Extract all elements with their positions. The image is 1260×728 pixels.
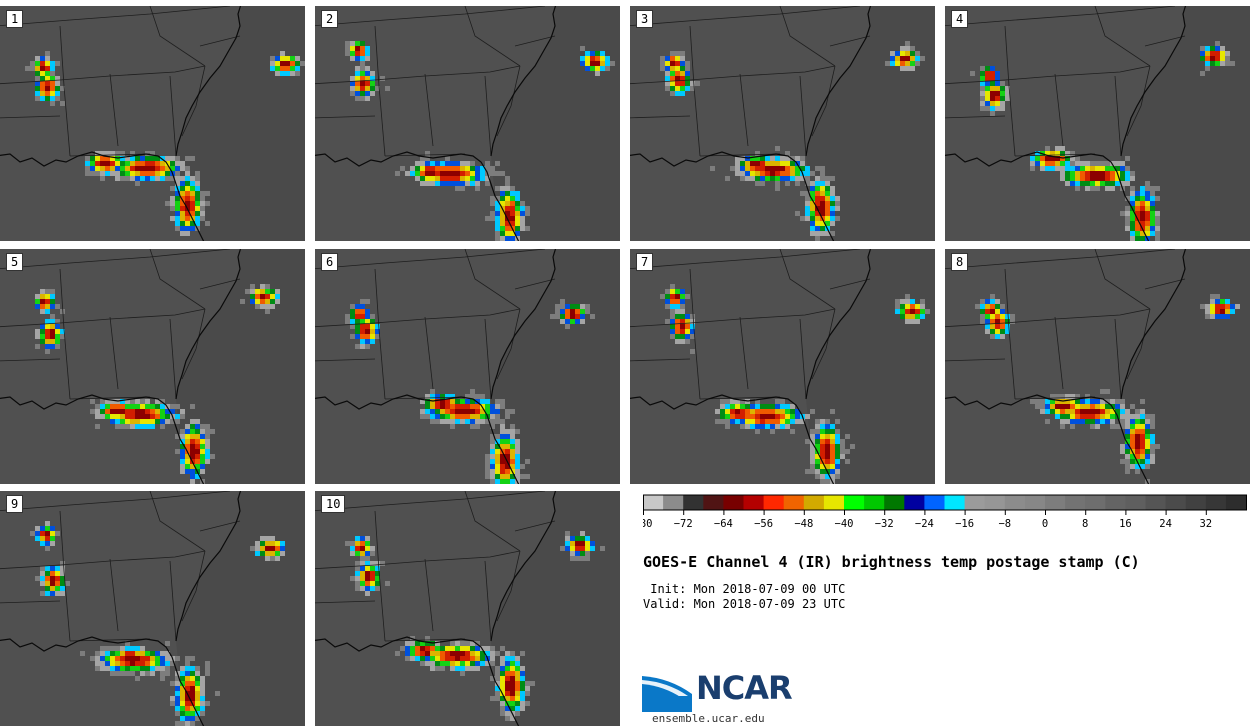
ir-satellite-map bbox=[945, 6, 1250, 241]
ir-satellite-map bbox=[630, 249, 935, 484]
color-scale-swatch bbox=[1205, 495, 1227, 510]
color-scale-tick-label: 0 bbox=[1042, 518, 1048, 530]
valid-time: Valid: Mon 2018-07-09 23 UTC bbox=[643, 597, 846, 611]
ir-satellite-map bbox=[945, 249, 1250, 484]
color-scale-tick-label: 16 bbox=[1119, 518, 1132, 530]
ir-satellite-map bbox=[315, 6, 620, 241]
init-time: Init: Mon 2018-07-09 00 UTC bbox=[643, 582, 846, 596]
color-scale-tick-label: −48 bbox=[794, 518, 813, 530]
ncar-logo: NCAR ensemble.ucar.edu bbox=[642, 669, 802, 728]
color-scale-swatch bbox=[904, 495, 925, 510]
color-scale-swatch bbox=[743, 495, 764, 510]
color-scale-swatch bbox=[944, 495, 965, 510]
color-scale-tick-label: −72 bbox=[674, 518, 693, 530]
color-scale-swatch bbox=[1024, 495, 1046, 510]
color-scale-swatch bbox=[683, 495, 704, 510]
ensemble-member-panel: 1 bbox=[0, 6, 305, 241]
color-scale-tick-label: −64 bbox=[714, 518, 733, 530]
color-scale-swatch bbox=[1105, 495, 1126, 510]
color-scale-swatch bbox=[984, 495, 1006, 510]
color-scale-border bbox=[643, 494, 1247, 511]
color-scale-swatch bbox=[1225, 495, 1247, 510]
color-scale-tick-label: 24 bbox=[1159, 518, 1172, 530]
color-scale-tick-label: 8 bbox=[1082, 518, 1088, 530]
color-scale-tick-label: 32 bbox=[1199, 518, 1212, 530]
color-scale-swatch bbox=[1185, 495, 1207, 510]
figure-title: GOES-E Channel 4 (IR) brightness temp po… bbox=[643, 553, 1140, 571]
color-scale-swatch bbox=[1145, 495, 1166, 510]
color-scale-swatch bbox=[703, 495, 724, 510]
ncar-wordmark: NCAR bbox=[696, 669, 793, 707]
ensemble-member-panel: 4 bbox=[945, 6, 1250, 241]
color-scale-swatch bbox=[823, 495, 845, 510]
color-scale-tick-label: −8 bbox=[998, 518, 1011, 530]
member-number-label: 2 bbox=[321, 10, 339, 28]
color-scale-swatch bbox=[763, 495, 785, 510]
color-scale-swatch bbox=[864, 495, 885, 510]
ir-satellite-map bbox=[0, 491, 305, 726]
ensemble-member-panel: 9 bbox=[0, 491, 305, 726]
ensemble-member-panel: 5 bbox=[0, 249, 305, 484]
color-scale-swatch bbox=[723, 495, 744, 510]
ir-satellite-map bbox=[0, 6, 305, 241]
color-scale-swatch bbox=[844, 495, 865, 510]
member-number-label: 5 bbox=[6, 253, 24, 271]
color-scale-swatch bbox=[1065, 495, 1086, 510]
color-scale-swatch bbox=[884, 495, 905, 510]
color-scale-tick-label: −32 bbox=[875, 518, 894, 530]
color-scale-tick-label: −80 bbox=[643, 518, 652, 530]
color-scale-swatch bbox=[924, 495, 945, 510]
ncar-swoosh-icon bbox=[642, 676, 692, 712]
member-number-label: 10 bbox=[321, 495, 346, 513]
member-number-label: 9 bbox=[6, 495, 24, 513]
ensemble-member-panel: 2 bbox=[315, 6, 620, 241]
color-scale-swatch bbox=[1004, 495, 1026, 510]
color-scale-tick-label: −56 bbox=[754, 518, 773, 530]
member-number-label: 8 bbox=[951, 253, 969, 271]
ir-satellite-map bbox=[315, 249, 620, 484]
color-scale-swatch bbox=[783, 495, 805, 510]
color-scale-swatch bbox=[964, 495, 986, 510]
ensemble-member-panel: 10 bbox=[315, 491, 620, 726]
ir-satellite-map bbox=[0, 249, 305, 484]
ensemble-member-panel: 6 bbox=[315, 249, 620, 484]
ir-satellite-map bbox=[315, 491, 620, 726]
color-scale-swatch bbox=[1085, 495, 1106, 510]
logo-url: ensemble.ucar.edu bbox=[652, 712, 765, 725]
color-scale-swatch bbox=[1125, 495, 1146, 510]
ir-satellite-map bbox=[630, 6, 935, 241]
color-scale-swatch bbox=[803, 495, 825, 510]
color-scale-swatch bbox=[1165, 495, 1187, 510]
color-scale-tick-label: −24 bbox=[915, 518, 934, 530]
ensemble-member-panel: 3 bbox=[630, 6, 935, 241]
member-number-label: 1 bbox=[6, 10, 24, 28]
member-number-label: 4 bbox=[951, 10, 969, 28]
color-scale-tick-label: −40 bbox=[835, 518, 854, 530]
color-scale-swatch bbox=[663, 495, 684, 510]
member-number-label: 6 bbox=[321, 253, 339, 271]
member-number-label: 3 bbox=[636, 10, 654, 28]
ensemble-member-panel: 7 bbox=[630, 249, 935, 484]
ensemble-member-panel: 8 bbox=[945, 249, 1250, 484]
color-scale-tick-label: −16 bbox=[955, 518, 974, 530]
color-scale-swatch bbox=[643, 495, 664, 510]
member-number-label: 7 bbox=[636, 253, 654, 271]
color-scale-swatch bbox=[1045, 495, 1066, 510]
